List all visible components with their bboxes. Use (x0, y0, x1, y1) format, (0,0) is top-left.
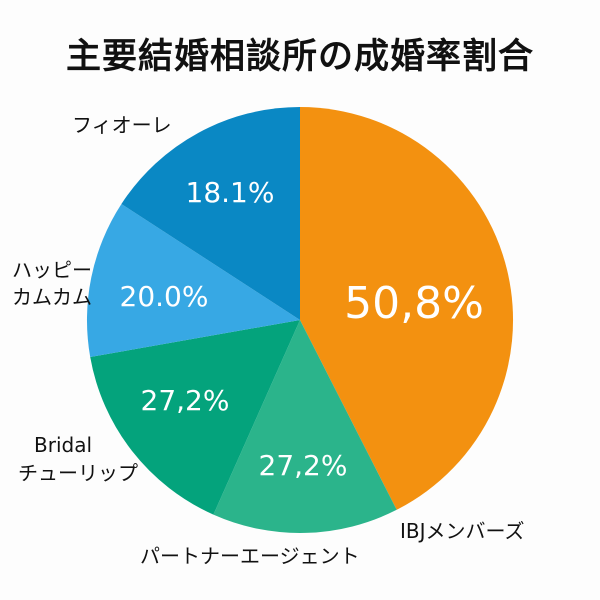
pct-label-happy: 20.0% (120, 280, 209, 313)
category-label-happy-line2: カムカム (12, 285, 92, 309)
category-label-ibj: IBJメンバーズ (400, 519, 525, 543)
category-label-bridal-line1: Bridal (34, 433, 93, 457)
pct-label-bridal: 27,2% (141, 384, 230, 417)
slice-partner-agent[interactable] (213, 320, 397, 534)
category-label-happy-line1: ハッピー (12, 258, 92, 282)
category-label-partner: パートナーエージェント (140, 544, 360, 568)
slice-fiore[interactable] (121, 107, 301, 320)
slice-happy-comecome[interactable] (86, 204, 300, 357)
chart-title: 主要結婚相談所の成婚率割合 (65, 37, 534, 77)
pct-label-ibj: 50,8% (344, 278, 484, 329)
slice-bridal-tulip[interactable] (90, 320, 300, 515)
category-label-fiore: フィオーレ (72, 113, 172, 137)
category-label-bridal-line2: チューリップ (18, 461, 138, 485)
slice-ibj[interactable] (300, 107, 514, 510)
pct-label-fiore: 18.1% (186, 176, 275, 209)
pct-label-partner: 27,2% (259, 449, 348, 482)
